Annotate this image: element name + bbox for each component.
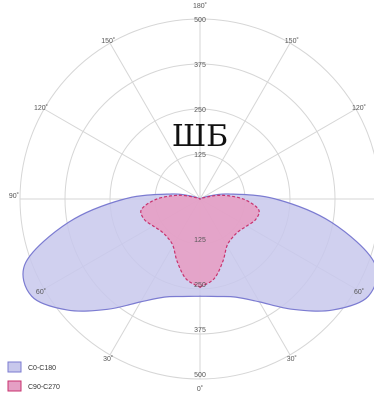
grid-ray-120: [199, 108, 357, 200]
legend-swatch-c0-c180: [7, 361, 22, 373]
angle-label-120: 120˚: [352, 104, 366, 112]
axis-labels: 125 125 250 250 375 375 500 500 0˚ 180˚ 30˚ 30˚ 60˚ 6…: [9, 2, 366, 393]
radial-tick-bottom-375: 375: [194, 327, 206, 334]
series-layer: [22, 193, 374, 312]
angle-label-neg120: 120˚: [34, 104, 48, 112]
radial-tick-bottom-125: 125: [194, 237, 206, 244]
angle-label-150: 150˚: [285, 37, 299, 45]
angle-label-180: 180˚: [193, 2, 207, 10]
angle-label-90: 90˚: [9, 192, 19, 200]
angle-label-30: 30˚: [287, 355, 297, 363]
radial-tick-bottom-250: 250: [194, 282, 206, 289]
angle-label-neg60: 60˚: [36, 288, 46, 296]
chart-title: ШБ: [172, 119, 228, 154]
angle-label-neg150: 150˚: [101, 37, 115, 45]
legend-label-c90-c270: C90-C270: [28, 384, 60, 391]
radial-tick-top-500: 500: [194, 17, 206, 24]
radial-tick-bottom-500: 500: [194, 372, 206, 379]
angle-label-0: 0˚: [197, 385, 203, 393]
grid-ray-210: [109, 42, 201, 200]
angle-label-neg30: 30˚: [103, 355, 113, 363]
radial-tick-top-375: 375: [194, 62, 206, 69]
legend: C0-C180 C90-C270: [7, 361, 60, 392]
legend-swatch-c90-c270: [7, 380, 22, 392]
legend-label-c0-c180: C0-C180: [28, 365, 56, 372]
angle-label-60: 60˚: [354, 288, 364, 296]
radial-tick-top-250: 250: [194, 107, 206, 114]
radial-tick-top-125: 125: [194, 152, 206, 159]
series-c90-c270: [140, 194, 260, 289]
grid-ray-150: [199, 42, 291, 200]
grid-ray-240: [43, 108, 201, 200]
